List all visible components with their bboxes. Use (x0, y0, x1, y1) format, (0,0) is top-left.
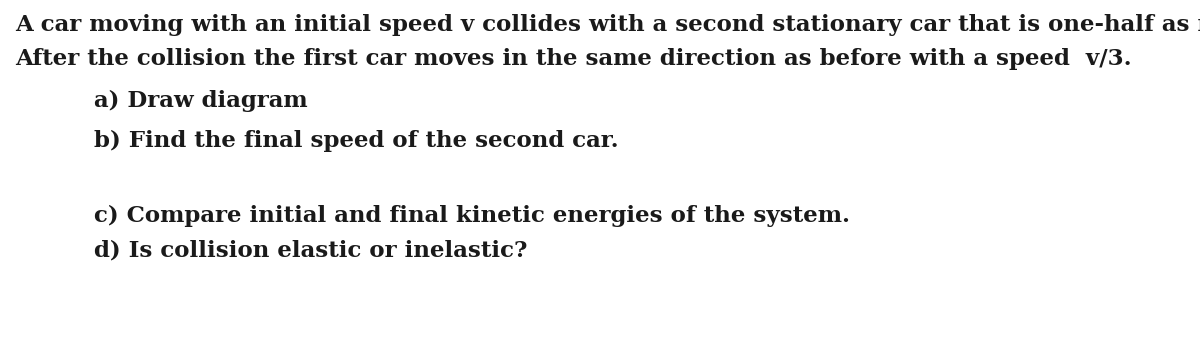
Text: d) Is collision elastic or inelastic?: d) Is collision elastic or inelastic? (94, 240, 527, 262)
Text: After the collision the first car moves in the same direction as before with a s: After the collision the first car moves … (16, 48, 1133, 70)
Text: A car moving with an initial speed v collides with a second stationary car that : A car moving with an initial speed v col… (16, 14, 1200, 36)
Text: b) Find the final speed of the second car.: b) Find the final speed of the second ca… (94, 130, 618, 152)
Text: c) Compare initial and final kinetic energies of the system.: c) Compare initial and final kinetic ene… (94, 205, 850, 227)
Text: a) Draw diagram: a) Draw diagram (94, 90, 307, 112)
